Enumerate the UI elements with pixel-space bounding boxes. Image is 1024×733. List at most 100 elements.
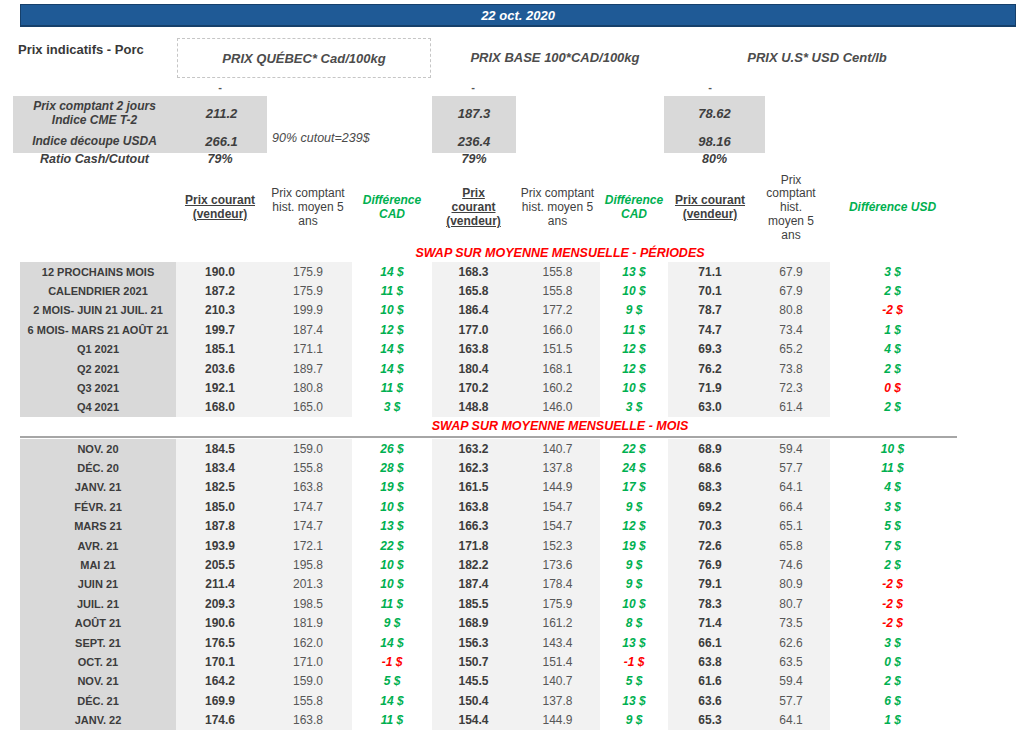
header-us-diff: Différence USD bbox=[830, 172, 955, 244]
cell-value: 190.0 bbox=[176, 262, 264, 281]
cell-value: 205.5 bbox=[176, 555, 264, 574]
cell-value: 63.6 bbox=[668, 691, 752, 710]
header-base-hist: Prix comptant hist. moyen 5 ans bbox=[515, 172, 600, 244]
cell-value: 161.2 bbox=[515, 614, 600, 633]
table-row: SEPT. 21176.5162.014 $156.3143.413 $66.1… bbox=[20, 633, 955, 652]
summary-value-base-cutout: 236.4 bbox=[432, 130, 516, 153]
cell-value: 170.1 bbox=[176, 652, 264, 671]
table-row: MAI 21205.5195.810 $182.2173.69 $76.974.… bbox=[20, 555, 955, 574]
cell-difference: 12 $ bbox=[600, 517, 668, 536]
cell-difference: 3 $ bbox=[600, 398, 668, 417]
summary-value-quebec-cutout: 266.1 bbox=[176, 130, 267, 153]
report-page: 22 oct. 2020 Prix indicatifs - Porc PRIX… bbox=[0, 0, 1024, 733]
periods-table: 12 PROCHAINS MOIS190.0175.914 $168.3155.… bbox=[20, 262, 955, 417]
cell-difference: 13 $ bbox=[352, 517, 432, 536]
cell-value: 65.3 bbox=[668, 710, 752, 729]
cell-value: 155.8 bbox=[515, 262, 600, 281]
cell-value: 182.2 bbox=[432, 555, 515, 574]
cell-value: 172.1 bbox=[264, 536, 352, 555]
cell-value: 78.3 bbox=[668, 594, 752, 613]
ratio-value-base: 79% bbox=[432, 152, 516, 166]
cell-difference: 14 $ bbox=[352, 359, 432, 378]
cell-value: 69.3 bbox=[668, 340, 752, 359]
cell-difference: 14 $ bbox=[352, 633, 432, 652]
cell-value: 165.8 bbox=[432, 281, 515, 300]
cell-value: 79.1 bbox=[668, 575, 752, 594]
cell-difference: 14 $ bbox=[352, 691, 432, 710]
cell-value: 185.5 bbox=[432, 594, 515, 613]
cell-difference: 22 $ bbox=[600, 439, 668, 458]
cell-value: 178.4 bbox=[515, 575, 600, 594]
cell-value: 68.9 bbox=[668, 439, 752, 458]
cell-value: 155.8 bbox=[515, 281, 600, 300]
cell-value: 169.9 bbox=[176, 691, 264, 710]
cell-value: 74.7 bbox=[668, 320, 752, 339]
cell-value: 72.6 bbox=[668, 536, 752, 555]
cell-difference: -2 $ bbox=[830, 575, 955, 594]
summary-value-quebec-spot: 211.2 bbox=[176, 96, 267, 130]
cell-value: 171.8 bbox=[432, 536, 515, 555]
cell-value: 152.3 bbox=[515, 536, 600, 555]
cell-value: 63.5 bbox=[752, 652, 830, 671]
cell-value: 150.4 bbox=[432, 691, 515, 710]
cell-difference: 10 $ bbox=[830, 439, 955, 458]
row-label: FÉVR. 21 bbox=[20, 497, 176, 516]
empty-cell-dash: - bbox=[698, 81, 722, 93]
cell-value: 61.4 bbox=[752, 398, 830, 417]
table-row: OCT. 21170.1171.0-1 $150.7151.4-1 $63.86… bbox=[20, 652, 955, 671]
cell-value: 174.7 bbox=[264, 517, 352, 536]
cell-difference: 4 $ bbox=[830, 340, 955, 359]
divider-line bbox=[20, 436, 957, 438]
cell-value: 156.3 bbox=[432, 633, 515, 652]
cell-value: 199.7 bbox=[176, 320, 264, 339]
summary-value-base-spot: 187.3 bbox=[432, 96, 516, 130]
section-header-us: PRIX U.S* USD Cent/lb bbox=[692, 50, 942, 65]
cell-value: 171.1 bbox=[264, 340, 352, 359]
row-label: 2 MOIS- JUIN 21 JUIL. 21 bbox=[20, 301, 176, 320]
header-base-diff: Différence CAD bbox=[600, 172, 668, 244]
cell-value: 159.0 bbox=[264, 439, 352, 458]
cell-difference: 13 $ bbox=[600, 262, 668, 281]
cell-value: 168.3 bbox=[432, 262, 515, 281]
cell-value: 182.5 bbox=[176, 478, 264, 497]
cell-value: 57.7 bbox=[752, 691, 830, 710]
cell-value: 192.1 bbox=[176, 378, 264, 397]
cell-value: 193.9 bbox=[176, 536, 264, 555]
cell-value: 137.8 bbox=[515, 458, 600, 477]
row-label: Q2 2021 bbox=[20, 359, 176, 378]
cell-value: 62.6 bbox=[752, 633, 830, 652]
row-label: DÉC. 21 bbox=[20, 691, 176, 710]
row-label: AOÛT 21 bbox=[20, 614, 176, 633]
cell-value: 185.1 bbox=[176, 340, 264, 359]
cell-difference: 6 $ bbox=[830, 691, 955, 710]
section-header-base: PRIX BASE 100*CAD/100kg bbox=[430, 50, 680, 65]
cell-value: 57.7 bbox=[752, 458, 830, 477]
cell-value: 80.7 bbox=[752, 594, 830, 613]
report-date: 22 oct. 2020 bbox=[481, 8, 555, 23]
cell-difference: 3 $ bbox=[830, 633, 955, 652]
cell-difference: 1 $ bbox=[830, 320, 955, 339]
table-row: Q2 2021203.6189.714 $180.4168.112 $76.27… bbox=[20, 359, 955, 378]
cell-value: 163.2 bbox=[432, 439, 515, 458]
header-quebec-current: Prix courant (vendeur) bbox=[176, 172, 264, 244]
cell-value: 201.3 bbox=[264, 575, 352, 594]
cell-difference: 0 $ bbox=[830, 378, 955, 397]
cell-value: 168.1 bbox=[515, 359, 600, 378]
table-row: NOV. 21164.2159.05 $145.5140.75 $61.659.… bbox=[20, 672, 955, 691]
cell-value: 69.2 bbox=[668, 497, 752, 516]
row-label: MARS 21 bbox=[20, 517, 176, 536]
table-row: AVR. 21193.9172.122 $171.8152.319 $72.66… bbox=[20, 536, 955, 555]
page-title: Prix indicatifs - Porc bbox=[18, 42, 144, 57]
cell-value: 140.7 bbox=[515, 439, 600, 458]
swap-periods-title: SWAP SUR MOYENNE MENSUELLE - PÉRIODES bbox=[200, 246, 920, 260]
row-label: CALENDRIER 2021 bbox=[20, 281, 176, 300]
cell-value: 187.4 bbox=[264, 320, 352, 339]
summary-label-cme: Prix comptant 2 jours Indice CME T-2 bbox=[13, 96, 176, 130]
cell-value: 71.4 bbox=[668, 614, 752, 633]
summary-value-us-spot: 78.62 bbox=[664, 96, 765, 130]
cell-difference: 10 $ bbox=[352, 575, 432, 594]
table-row: JANV. 22174.6163.811 $154.4144.99 $65.36… bbox=[20, 710, 955, 729]
cell-value: 168.9 bbox=[432, 614, 515, 633]
cell-difference: 9 $ bbox=[600, 710, 668, 729]
row-label: DÉC. 20 bbox=[20, 458, 176, 477]
